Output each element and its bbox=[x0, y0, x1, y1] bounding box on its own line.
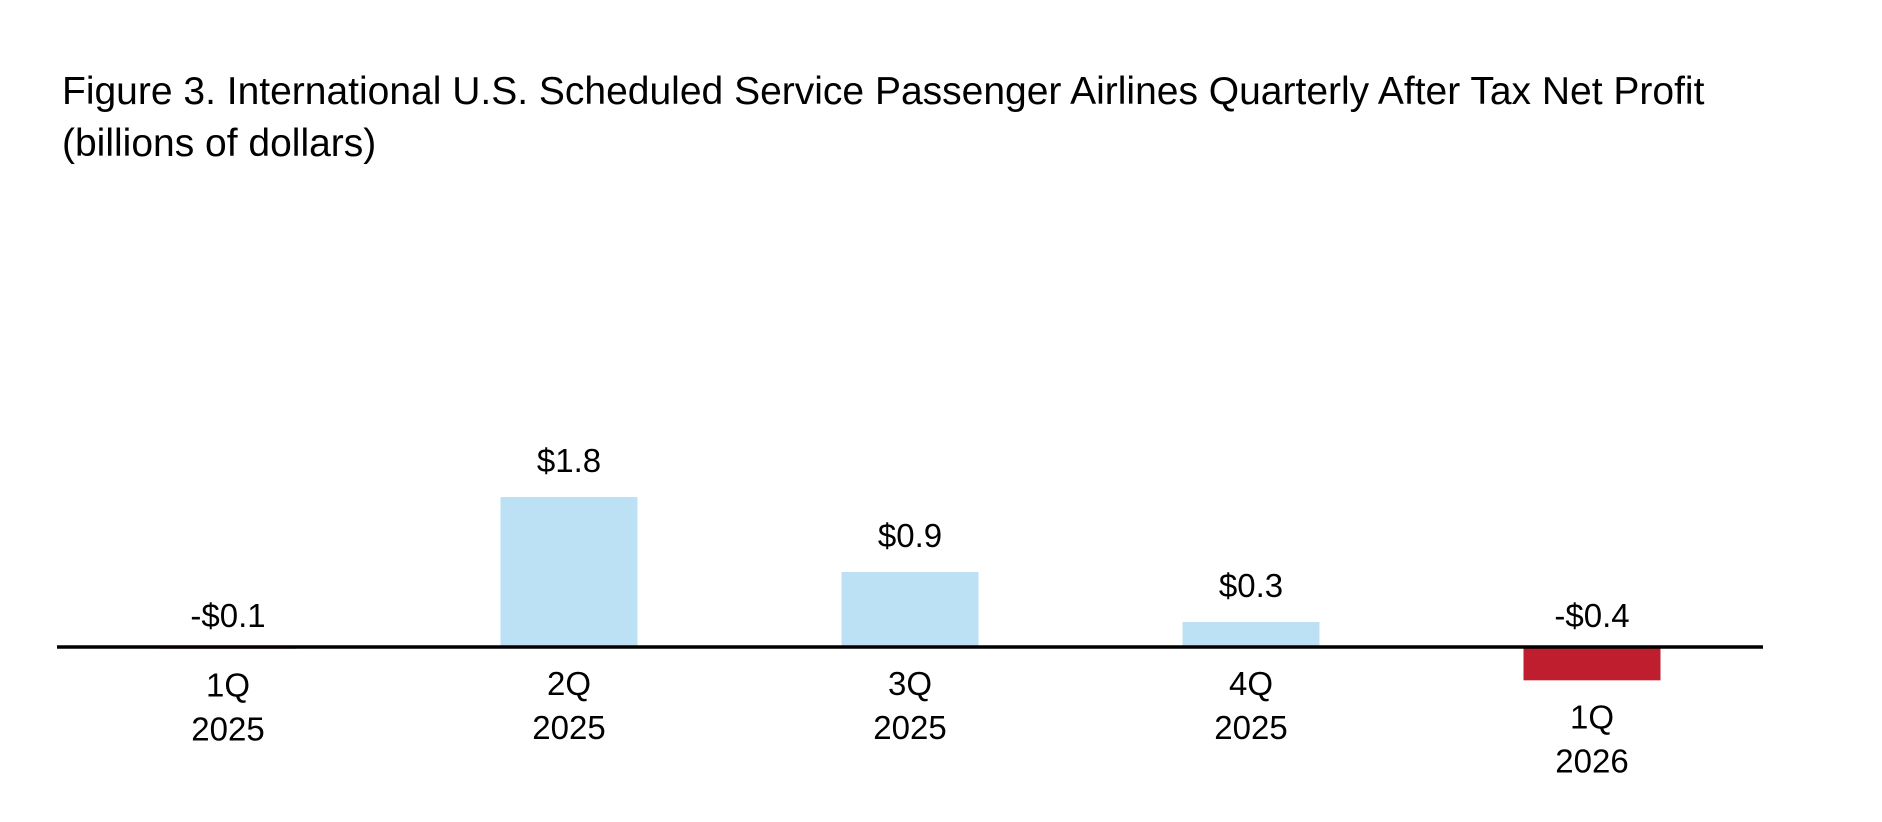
category-label-line: 1Q bbox=[206, 667, 250, 704]
bar-3 bbox=[841, 572, 979, 647]
category-label-line: 3Q bbox=[888, 665, 932, 702]
category-label-line: 2025 bbox=[532, 709, 605, 746]
category-label-line: 2Q bbox=[547, 665, 591, 702]
chart-subtitle: (billions of dollars) bbox=[62, 122, 377, 165]
bar-4 bbox=[1182, 622, 1320, 647]
chart-title: Figure 3. International U.S. Scheduled S… bbox=[62, 66, 1842, 170]
category-label-line: 2025 bbox=[873, 709, 946, 746]
labels-layer: -$0.1 1Q 2025 $1.8 2Q 2025 $0.9 3Q 2025 $0.3 4Q 202… bbox=[190, 442, 1629, 779]
category-label-2: 2Q 2025 bbox=[532, 665, 605, 746]
category-label-5: 1Q 2026 bbox=[1555, 698, 1628, 779]
bars-layer bbox=[159, 497, 1661, 681]
value-label-5: -$0.4 bbox=[1554, 597, 1629, 634]
category-label-line: 4Q bbox=[1229, 665, 1273, 702]
category-label-line: 2025 bbox=[191, 711, 264, 748]
category-label-4: 4Q 2025 bbox=[1214, 665, 1287, 746]
value-label-3: $0.9 bbox=[878, 517, 942, 554]
chart-title-main: Figure 3. International U.S. Scheduled S… bbox=[62, 70, 1705, 113]
category-label-line: 1Q bbox=[1570, 698, 1614, 735]
category-label-3: 3Q 2025 bbox=[873, 665, 946, 746]
bar-5 bbox=[1523, 647, 1661, 681]
category-label-line: 2026 bbox=[1555, 742, 1628, 779]
category-label-line: 2025 bbox=[1214, 709, 1287, 746]
value-label-4: $0.3 bbox=[1219, 567, 1283, 604]
value-label-1: -$0.1 bbox=[190, 597, 265, 634]
bar-2 bbox=[500, 497, 638, 647]
value-label-2: $1.8 bbox=[537, 442, 601, 479]
category-label-1: 1Q 2025 bbox=[191, 667, 264, 748]
